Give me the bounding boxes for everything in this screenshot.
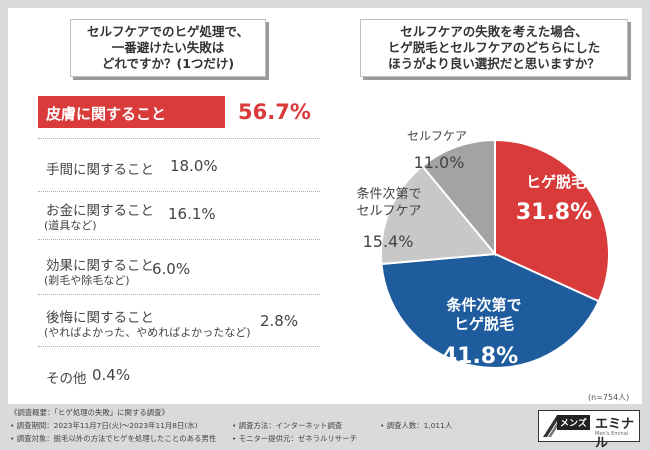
pie-slice-value: 11.0% (413, 153, 465, 172)
pie-slice-label: セルフケア (406, 129, 467, 143)
bar-sublabel: (道具など) (44, 219, 97, 232)
bar-highlight (38, 96, 226, 128)
bar-label: その他 (46, 371, 87, 387)
pie-chart (380, 138, 610, 369)
pie-slice-label: ヒゲ脱毛 (525, 173, 586, 191)
row-separator (38, 346, 320, 347)
bar-value: 0.4% (92, 366, 131, 384)
mens-eminal-logo: メンズ エミナル Men's Eminal (538, 410, 640, 450)
logo-name: エミナル (595, 417, 635, 450)
bar-value: 16.1% (168, 205, 216, 223)
bar-sublabel: (剃毛や除毛など) (44, 274, 130, 287)
pie-slice (420, 138, 496, 257)
pie-slice (494, 138, 610, 303)
pie-slice-value: 31.8% (515, 200, 593, 225)
logo-mens: メンズ (557, 415, 590, 430)
bar-label: 後悔に関すること (46, 310, 154, 326)
survey-method: • 調査方法：インターネット調査 (232, 421, 343, 430)
survey-provider: • モニター提供元：ゼネラルリサーチ (232, 434, 357, 443)
infographic-card: セルフケアでのヒゲ処理で、 一番避けたい失敗は どれですか？(1つだけ) セルフ… (8, 8, 642, 404)
pie-slice-label: 条件次第で ヒゲ脱毛 (446, 296, 522, 333)
row-separator (38, 138, 320, 139)
survey-count: • 調査人数：1,011人 (380, 421, 453, 430)
bar-value: 6.0% (152, 260, 191, 278)
row-separator (38, 294, 320, 295)
bar-label: 皮膚に関すること (46, 105, 167, 123)
bar-value: 18.0% (170, 157, 218, 175)
survey-title: 《調査概要：「ヒゲ処理の失敗」に関する調査》 (10, 408, 169, 417)
pie-slice (380, 252, 601, 369)
survey-target: • 調査対象：脱毛以外の方法でヒゲを処理したことのある男性 (10, 434, 217, 443)
bar-label: 手間に関すること (46, 162, 154, 178)
right-question-box: セルフケアの失敗を考えた場合、 ヒゲ脱毛とセルフケアのどちらにした ほうがより良… (360, 19, 628, 77)
bar-value: 56.7% (238, 100, 311, 124)
pie-slice-value: 15.4% (362, 232, 414, 251)
bar-label: お金に関すること (46, 203, 154, 219)
pie-slice-label: 条件次第で セルフケア (356, 187, 422, 219)
bar-label: 効果に関すること (46, 258, 154, 274)
sample-size-note: (n=754人) (588, 393, 630, 402)
bar-value: 2.8% (260, 312, 299, 330)
row-separator (38, 239, 320, 240)
left-question-box: セルフケアでのヒゲ処理で、 一番避けたい失敗は どれですか？(1つだけ) (70, 19, 266, 77)
pie-slice (380, 164, 497, 266)
logo-sub: Men's Eminal (595, 431, 629, 437)
survey-period: • 調査期間：2023年11月7日(火)〜2023年11月8日(水) (10, 421, 198, 430)
pie-slice-value: 41.8% (441, 344, 519, 369)
bar-sublabel: (やればよかった、やめればよかったなど) (44, 326, 251, 339)
row-separator (38, 191, 320, 192)
